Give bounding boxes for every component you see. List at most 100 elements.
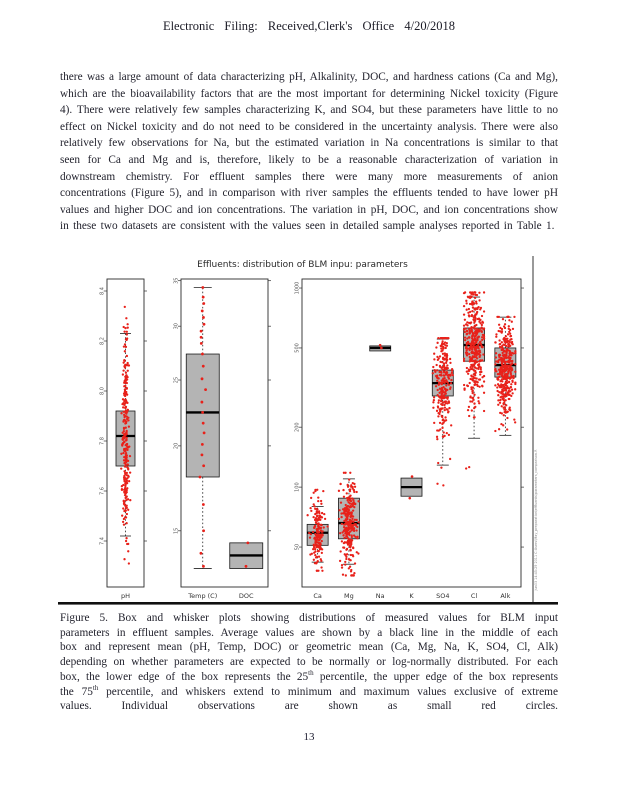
- data-point: [439, 373, 442, 377]
- data-point: [347, 509, 351, 512]
- data-point: [433, 369, 436, 372]
- data-point: [122, 406, 125, 409]
- data-point: [127, 425, 131, 428]
- data-point: [127, 562, 131, 565]
- data-point: [439, 428, 442, 431]
- data-point: [499, 385, 502, 388]
- data-point: [475, 333, 478, 337]
- data-point: [466, 329, 469, 333]
- data-point: [472, 301, 475, 305]
- data-point: [125, 375, 129, 378]
- data-point: [481, 333, 485, 337]
- data-point: [507, 386, 510, 390]
- data-point: [123, 305, 126, 309]
- data-point: [482, 327, 486, 330]
- data-point: [468, 381, 471, 385]
- data-point: [348, 527, 352, 530]
- data-point: [120, 467, 123, 470]
- data-point: [482, 291, 486, 294]
- data-point: [468, 355, 471, 359]
- data-point: [441, 422, 444, 426]
- data-point: [349, 559, 352, 562]
- data-point: [514, 421, 517, 424]
- data-point: [445, 431, 448, 435]
- body-paragraph: there was a large amount of data charact…: [60, 71, 558, 233]
- data-point: [473, 291, 476, 294]
- data-point: [463, 336, 467, 339]
- data-point: [344, 574, 347, 577]
- data-point: [505, 351, 508, 354]
- data-point: [474, 293, 477, 296]
- data-point: [438, 396, 442, 399]
- data-point: [494, 384, 497, 387]
- data-point: [472, 369, 476, 372]
- data-point: [494, 356, 498, 359]
- data-point: [470, 347, 474, 351]
- data-point: [504, 410, 507, 414]
- data-point: [442, 370, 446, 373]
- data-point: [467, 342, 470, 345]
- data-point: [474, 355, 477, 359]
- data-point: [471, 386, 475, 389]
- data-point: [338, 559, 342, 563]
- data-point: [321, 533, 324, 536]
- data-point: [510, 360, 514, 363]
- category-label: pH: [121, 592, 130, 600]
- data-point: [473, 366, 477, 369]
- data-point: [339, 550, 342, 553]
- figure-title: Effluents: distribution of BLM inpu: par…: [197, 260, 408, 270]
- data-point: [351, 517, 354, 521]
- data-point: [502, 375, 506, 378]
- data-point: [125, 354, 129, 358]
- data-point: [507, 345, 510, 348]
- data-point: [122, 523, 126, 526]
- data-point: [323, 512, 326, 516]
- data-point: [200, 443, 204, 446]
- data-point: [509, 376, 512, 379]
- data-point: [123, 509, 126, 512]
- data-point: [445, 355, 448, 359]
- data-point: [125, 442, 129, 446]
- data-point: [502, 406, 505, 409]
- panel-frame: [180, 278, 269, 588]
- data-point: [474, 348, 477, 352]
- data-point: [510, 354, 513, 357]
- data-point: [502, 397, 505, 400]
- data-point: [316, 550, 320, 553]
- data-point: [443, 434, 446, 437]
- data-point: [465, 308, 468, 311]
- data-point: [125, 378, 128, 381]
- data-point: [468, 328, 471, 331]
- data-point: [123, 502, 126, 505]
- data-point: [445, 359, 448, 363]
- data-point: [123, 343, 127, 346]
- data-point: [123, 350, 126, 353]
- data-point: [465, 366, 469, 370]
- data-point: [504, 366, 507, 369]
- data-point: [124, 411, 127, 414]
- data-point: [508, 351, 511, 355]
- data-point: [353, 485, 357, 488]
- data-point: [124, 462, 127, 465]
- category-label: Temp (C): [187, 592, 217, 600]
- data-point: [349, 540, 352, 544]
- data-point: [444, 373, 448, 376]
- y-tick-label: 100: [295, 482, 301, 492]
- data-point: [498, 401, 502, 404]
- data-point: [351, 553, 354, 557]
- data-point: [479, 373, 482, 376]
- data-point: [126, 361, 129, 365]
- data-point: [506, 315, 509, 319]
- data-point: [436, 358, 439, 362]
- data-point: [354, 502, 357, 506]
- data-point: [507, 393, 510, 396]
- data-point: [122, 499, 125, 502]
- data-point: [450, 371, 454, 375]
- data-point: [474, 405, 477, 409]
- data-point: [346, 483, 349, 487]
- data-point: [502, 377, 505, 381]
- data-point: [343, 536, 346, 540]
- data-point: [500, 392, 503, 395]
